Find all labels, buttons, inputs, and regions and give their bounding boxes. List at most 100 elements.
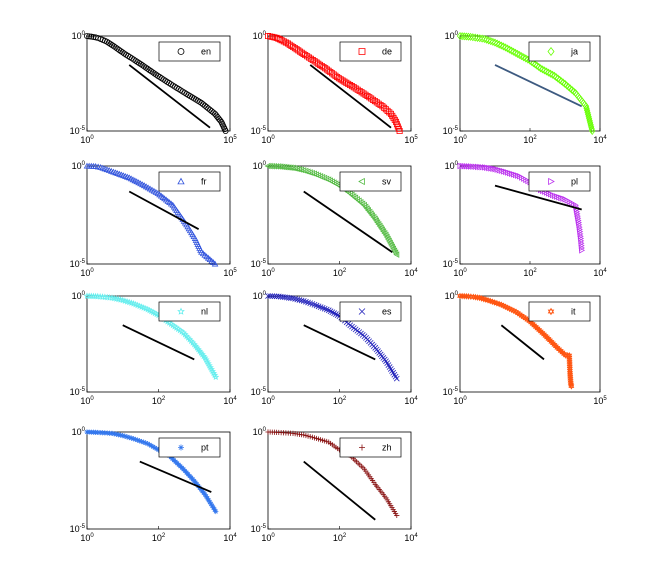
data-point [565, 82, 572, 91]
reference-line [122, 324, 195, 361]
reference-line [309, 64, 392, 129]
data-point [348, 83, 355, 90]
data-point [86, 33, 93, 40]
data-point [474, 33, 481, 42]
legend-box [528, 301, 591, 322]
data-point [568, 85, 576, 95]
data-point [302, 52, 309, 58]
data-point [306, 54, 313, 61]
data-point [278, 37, 285, 44]
data-point [345, 80, 352, 87]
y-tick-label: 10-5 [70, 126, 86, 136]
data-point [307, 55, 314, 62]
data-point [115, 432, 122, 438]
data-point [334, 312, 341, 318]
data-point [210, 505, 216, 511]
data-point [469, 33, 476, 42]
y-tick-label: 100 [445, 291, 459, 301]
data-point [298, 166, 305, 174]
data-point [146, 442, 153, 448]
y-tick-label: 10-5 [251, 126, 267, 136]
y-tick-label: 100 [253, 427, 267, 437]
data-point [547, 69, 554, 78]
data-point [271, 293, 278, 300]
x-tick-label: 100 [453, 135, 467, 145]
data-point [109, 430, 115, 436]
reference-line [494, 184, 582, 211]
data-point [321, 305, 328, 312]
data-point [568, 382, 575, 390]
data-point [549, 70, 556, 79]
data-points-en [84, 33, 229, 134]
data-point [311, 301, 318, 308]
data-point [128, 435, 134, 441]
legend-label: es [382, 307, 392, 317]
x-tick-label: 102 [523, 135, 537, 145]
legend: fr [158, 171, 221, 192]
data-point [265, 33, 271, 39]
legend-marker [177, 307, 185, 315]
data-point [124, 434, 130, 440]
data-point [461, 32, 468, 41]
data-point [394, 512, 400, 519]
data-point [301, 432, 307, 438]
data-point [394, 123, 401, 130]
data-point [463, 32, 470, 41]
data-point [347, 82, 354, 89]
data-point [393, 118, 400, 125]
data-point [331, 310, 338, 317]
data-point [84, 33, 91, 40]
data-point [329, 309, 336, 316]
data-point [350, 84, 357, 91]
data-point [155, 447, 162, 453]
legend-box [158, 437, 221, 458]
data-point [304, 53, 311, 60]
legend-marker [548, 177, 555, 186]
data-point [150, 444, 156, 450]
data-point [489, 37, 496, 46]
data-point [366, 94, 373, 101]
x-tick-label: 100 [80, 135, 94, 145]
x-tick-label: 105 [223, 135, 237, 145]
legend-marker [358, 48, 366, 55]
legend-marker [547, 307, 555, 316]
data-point [589, 126, 596, 136]
data-point [373, 99, 380, 106]
data-point [209, 503, 215, 509]
legend-label: ja [570, 47, 578, 57]
data-point [267, 293, 274, 299]
legend-label: pl [571, 177, 578, 187]
data-point [204, 495, 211, 501]
data-point [368, 95, 375, 102]
data-point [506, 45, 513, 54]
reference-line [139, 460, 212, 493]
data-point [395, 125, 402, 132]
data-point [113, 431, 119, 437]
y-tick-label: 100 [72, 31, 86, 41]
data-point [586, 114, 593, 123]
y-tick-label: 100 [72, 161, 86, 171]
data-point [203, 493, 209, 499]
legend-box [158, 301, 221, 322]
y-tick-label: 100 [253, 31, 267, 41]
x-tick-label: 100 [453, 396, 467, 406]
data-point [467, 32, 474, 41]
data-points-it [457, 292, 575, 390]
legend-box [339, 171, 402, 192]
x-tick-label: 100 [80, 396, 94, 406]
data-point [504, 44, 511, 53]
data-point [134, 437, 141, 443]
data-point [276, 36, 283, 43]
data-point [496, 40, 503, 49]
data-point [391, 116, 398, 123]
data-point [556, 75, 563, 84]
data-point [302, 167, 309, 175]
data-point [389, 112, 396, 119]
data-point [535, 62, 542, 72]
data-point [472, 33, 479, 42]
data-point [222, 127, 229, 134]
data-point [290, 295, 296, 302]
